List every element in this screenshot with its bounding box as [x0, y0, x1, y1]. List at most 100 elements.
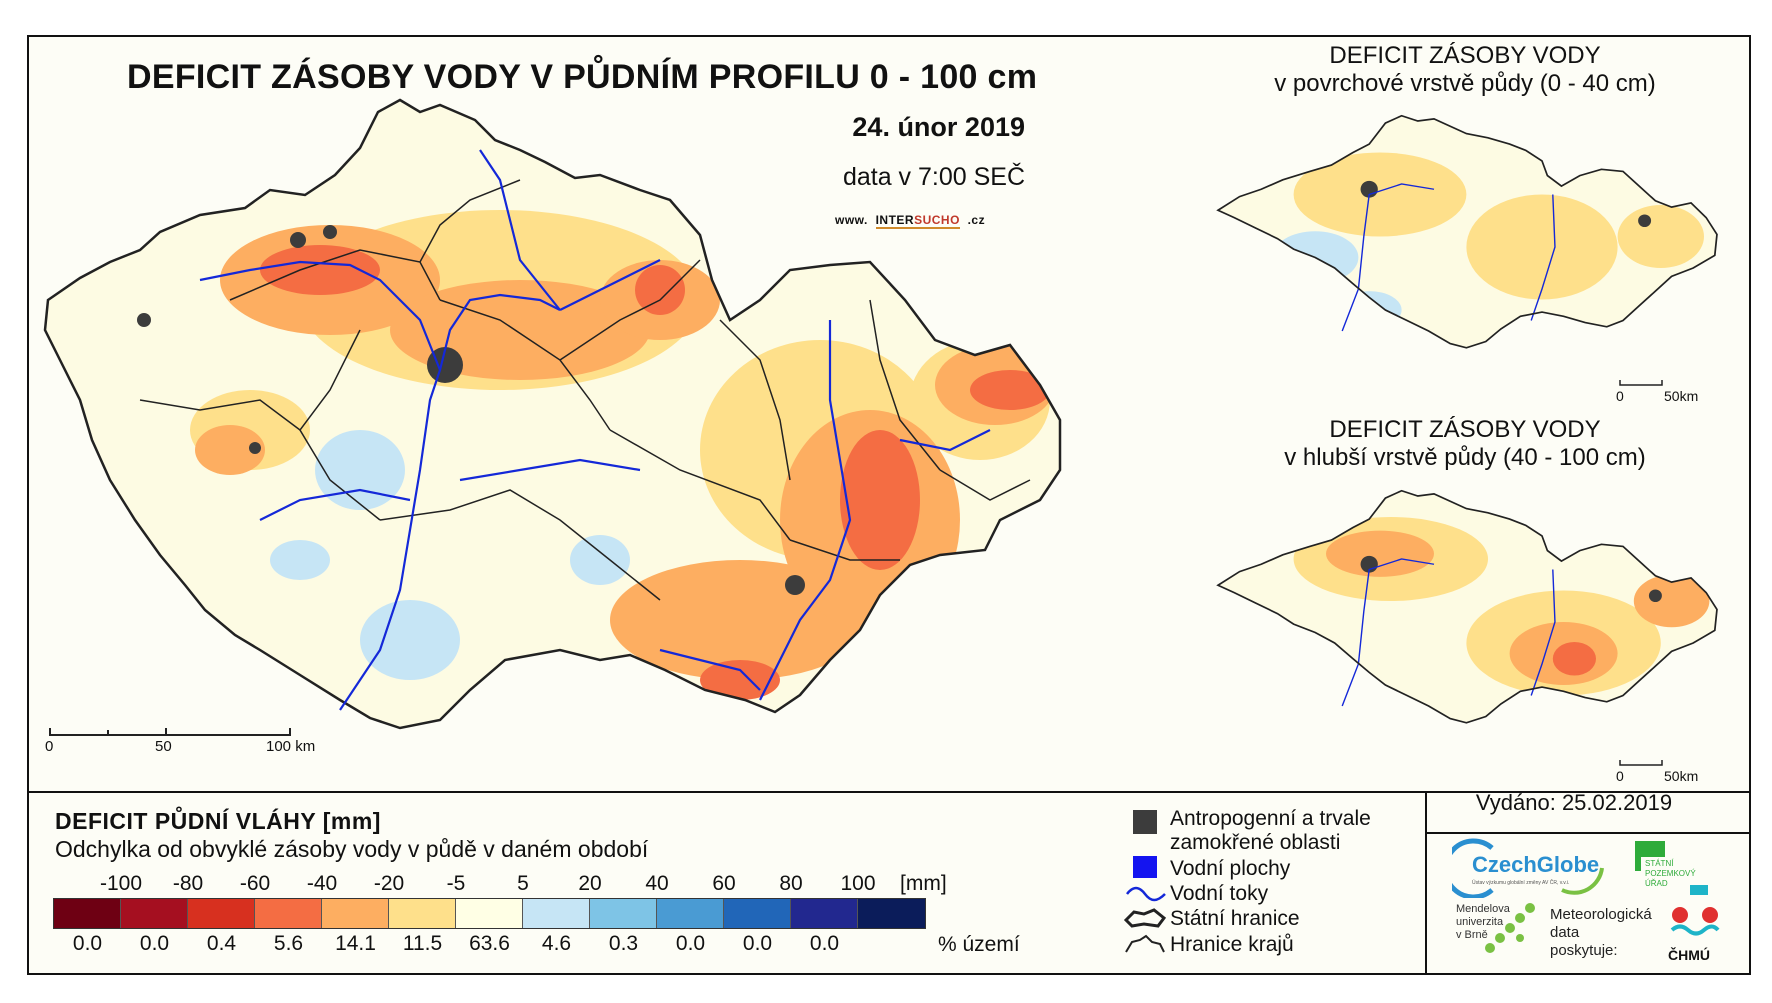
inset-top-scale-50: 50km	[1664, 388, 1699, 404]
legend-divider	[27, 791, 1751, 793]
legend-swatch	[255, 899, 322, 928]
legend-tick: -80	[172, 872, 204, 895]
main-map	[43, 98, 1089, 736]
rivers	[199, 149, 991, 711]
legend-tick: 100	[840, 872, 876, 895]
legend-swatch	[389, 899, 456, 928]
water-bodies-label: Vodní plochy	[1170, 857, 1291, 880]
deficit-area	[840, 430, 920, 570]
urban-area	[249, 442, 261, 454]
inset-top-map	[1217, 114, 1718, 386]
deficit-area	[635, 265, 685, 315]
deficit-area	[1552, 641, 1596, 676]
inset-bottom-map	[1217, 489, 1718, 766]
inset-top-title: DEFICIT ZÁSOBY VODY v povrchové vrstvě p…	[1205, 42, 1725, 98]
legend-subtitle: Odchylka od obvyklé zásoby vody v půdě v…	[55, 836, 649, 862]
czechglobe-subtitle: Ústav výzkumu globální změny AV ČR, v.v.…	[1472, 880, 1570, 886]
urban-area	[323, 225, 337, 239]
anthropogenic-label-2: zamokřené oblasti	[1170, 831, 1341, 854]
deficit-area	[1617, 205, 1704, 268]
legend-tick: -20	[373, 872, 405, 895]
deficit-area	[260, 245, 380, 295]
logo-divider	[1425, 791, 1427, 973]
legend-swatch	[724, 899, 791, 928]
deficit-area	[195, 425, 265, 475]
main-title: DEFICIT ZÁSOBY VODY V PŮDNÍM PROFILU 0 -…	[127, 58, 1038, 96]
legend-percentage: 63.6	[469, 932, 510, 955]
anthropogenic-symbol	[1133, 810, 1157, 834]
state-border-symbol	[1123, 908, 1167, 928]
website-link[interactable]: www. INTERSUCHO .cz	[835, 213, 986, 229]
deficit-area	[1326, 530, 1434, 577]
urban-area-prague	[427, 347, 463, 383]
legend-swatch	[322, 899, 389, 928]
meteo-provider: Meteorologická data poskytuje:	[1550, 906, 1652, 959]
urban-area	[290, 232, 306, 248]
urban-area	[137, 313, 151, 327]
legend-unit: [mm]	[900, 872, 947, 895]
legend-percent-label: % území	[938, 933, 1020, 956]
legend-swatch	[121, 899, 188, 928]
legend-swatch	[657, 899, 724, 928]
legend-percentage: 0.0	[72, 932, 103, 955]
anthropogenic-label-1: Antropogenní a trvale	[1170, 807, 1371, 830]
legend-tick: 20	[578, 872, 602, 895]
surplus-area	[360, 600, 460, 680]
legend-percentage: 5.6	[273, 932, 304, 955]
deficit-area	[1293, 152, 1467, 237]
urban-area	[1638, 214, 1652, 228]
legend-swatch	[590, 899, 657, 928]
scale-100: 100 km	[266, 738, 316, 755]
legend-tick: -60	[239, 872, 271, 895]
inset-bottom-scale-50: 50km	[1664, 768, 1699, 784]
legend-tick: 80	[779, 872, 803, 895]
rivers-symbol	[1126, 886, 1166, 902]
mendelu-name: Mendelova univerzita v Brně	[1456, 903, 1510, 941]
legend-percentage: 4.6	[541, 932, 572, 955]
spu-logo-mark-bar	[1635, 841, 1641, 871]
legend-percentage: 14.1	[335, 932, 376, 955]
inset-top-scale-0: 0	[1616, 388, 1624, 404]
legend-percentage: 0.0	[809, 932, 840, 955]
map-date: 24. únor 2019	[852, 112, 1025, 142]
legend-tick: -100	[99, 872, 143, 895]
legend-percentage: 0.0	[675, 932, 706, 955]
legend-color-scale	[53, 898, 926, 929]
legend-title: DEFICIT PŮDNÍ VLÁHY [mm]	[55, 808, 381, 834]
urban-area	[1648, 589, 1662, 603]
legend-swatch	[791, 899, 858, 928]
state-border-label: Státní hranice	[1170, 907, 1300, 930]
spu-name: STÁTNÍ POZEMKOVÝ ÚŘAD	[1645, 859, 1696, 888]
legend-percentage: 11.5	[402, 932, 443, 955]
urban-area	[785, 575, 805, 595]
surplus-area	[570, 535, 630, 585]
legend-swatch	[188, 899, 255, 928]
legend-tick: -40	[306, 872, 338, 895]
map-time: data v 7:00 SEČ	[842, 163, 1025, 191]
deficit-area	[700, 660, 780, 700]
czechglobe-logo	[1452, 838, 1604, 898]
czechglobe-name: CzechGlobe	[1472, 852, 1600, 877]
mendelu-logo	[1485, 903, 1535, 953]
spu-logo-mark	[1635, 841, 1665, 857]
inset-top-title-line1: DEFICIT ZÁSOBY VODY	[1329, 42, 1601, 69]
urban-area	[1061, 401, 1089, 429]
scale-50: 50	[155, 738, 172, 755]
issued-date: Vydáno: 25.02.2019	[1475, 790, 1673, 815]
legend-tick: 5	[517, 872, 529, 895]
issued-divider	[1425, 832, 1751, 834]
legend-swatch	[523, 899, 590, 928]
chmu-logo	[1670, 885, 1720, 936]
inset-bottom-scale-0: 0	[1616, 768, 1624, 784]
inset-top-title-line2: v povrchové vrstvě půdy (0 - 40 cm)	[1274, 70, 1656, 97]
water-bodies-symbol	[1133, 856, 1157, 878]
scale-0: 0	[45, 738, 54, 755]
legend-swatch	[54, 899, 121, 928]
inset-bottom-title: DEFICIT ZÁSOBY VODY v hlubší vrstvě půdy…	[1205, 416, 1725, 472]
rivers-label: Vodní toky	[1170, 882, 1269, 905]
legend-tick: 40	[645, 872, 669, 895]
legend-swatch	[858, 899, 925, 928]
region-border-label: Hranice krajů	[1170, 933, 1294, 956]
legend-percentage: 0.0	[139, 932, 170, 955]
surplus-area	[315, 430, 405, 510]
